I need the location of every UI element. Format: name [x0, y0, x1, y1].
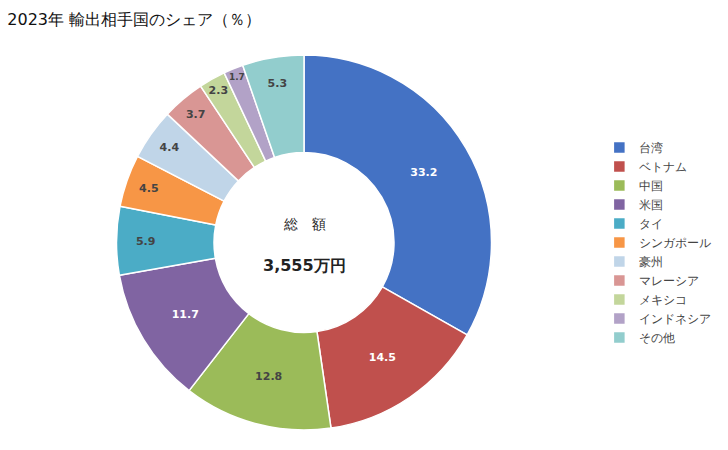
- svg-text:14.5: 14.5: [369, 351, 396, 364]
- svg-text:4.5: 4.5: [139, 182, 159, 195]
- svg-text:米国: 米国: [639, 198, 663, 212]
- svg-text:12.8: 12.8: [255, 370, 282, 383]
- svg-text:タイ: タイ: [639, 217, 663, 231]
- svg-text:ベトナム: ベトナム: [639, 160, 687, 174]
- svg-text:豪州: 豪州: [639, 255, 663, 269]
- svg-text:2.3: 2.3: [209, 84, 229, 97]
- svg-text:11.7: 11.7: [172, 308, 199, 321]
- svg-text:1.7: 1.7: [229, 72, 245, 82]
- svg-text:5.9: 5.9: [136, 235, 156, 248]
- svg-text:4.4: 4.4: [160, 141, 180, 154]
- svg-text:2023年 輸出相手国のシェア（％）: 2023年 輸出相手国のシェア（％）: [7, 10, 261, 29]
- svg-text:3,555万円: 3,555万円: [263, 256, 346, 275]
- svg-text:マレーシア: マレーシア: [639, 274, 699, 288]
- svg-text:シンガポール: シンガポール: [639, 236, 711, 250]
- svg-text:メキシコ: メキシコ: [639, 293, 687, 307]
- svg-text:その他: その他: [639, 331, 675, 345]
- svg-text:中国: 中国: [639, 179, 663, 193]
- svg-text:台湾: 台湾: [639, 141, 663, 155]
- svg-text:33.2: 33.2: [410, 166, 437, 179]
- svg-text:3.7: 3.7: [186, 108, 206, 121]
- svg-text:総 額: 総 額: [283, 216, 326, 232]
- svg-text:5.3: 5.3: [268, 77, 288, 90]
- svg-text:インドネシア: インドネシア: [639, 312, 711, 326]
